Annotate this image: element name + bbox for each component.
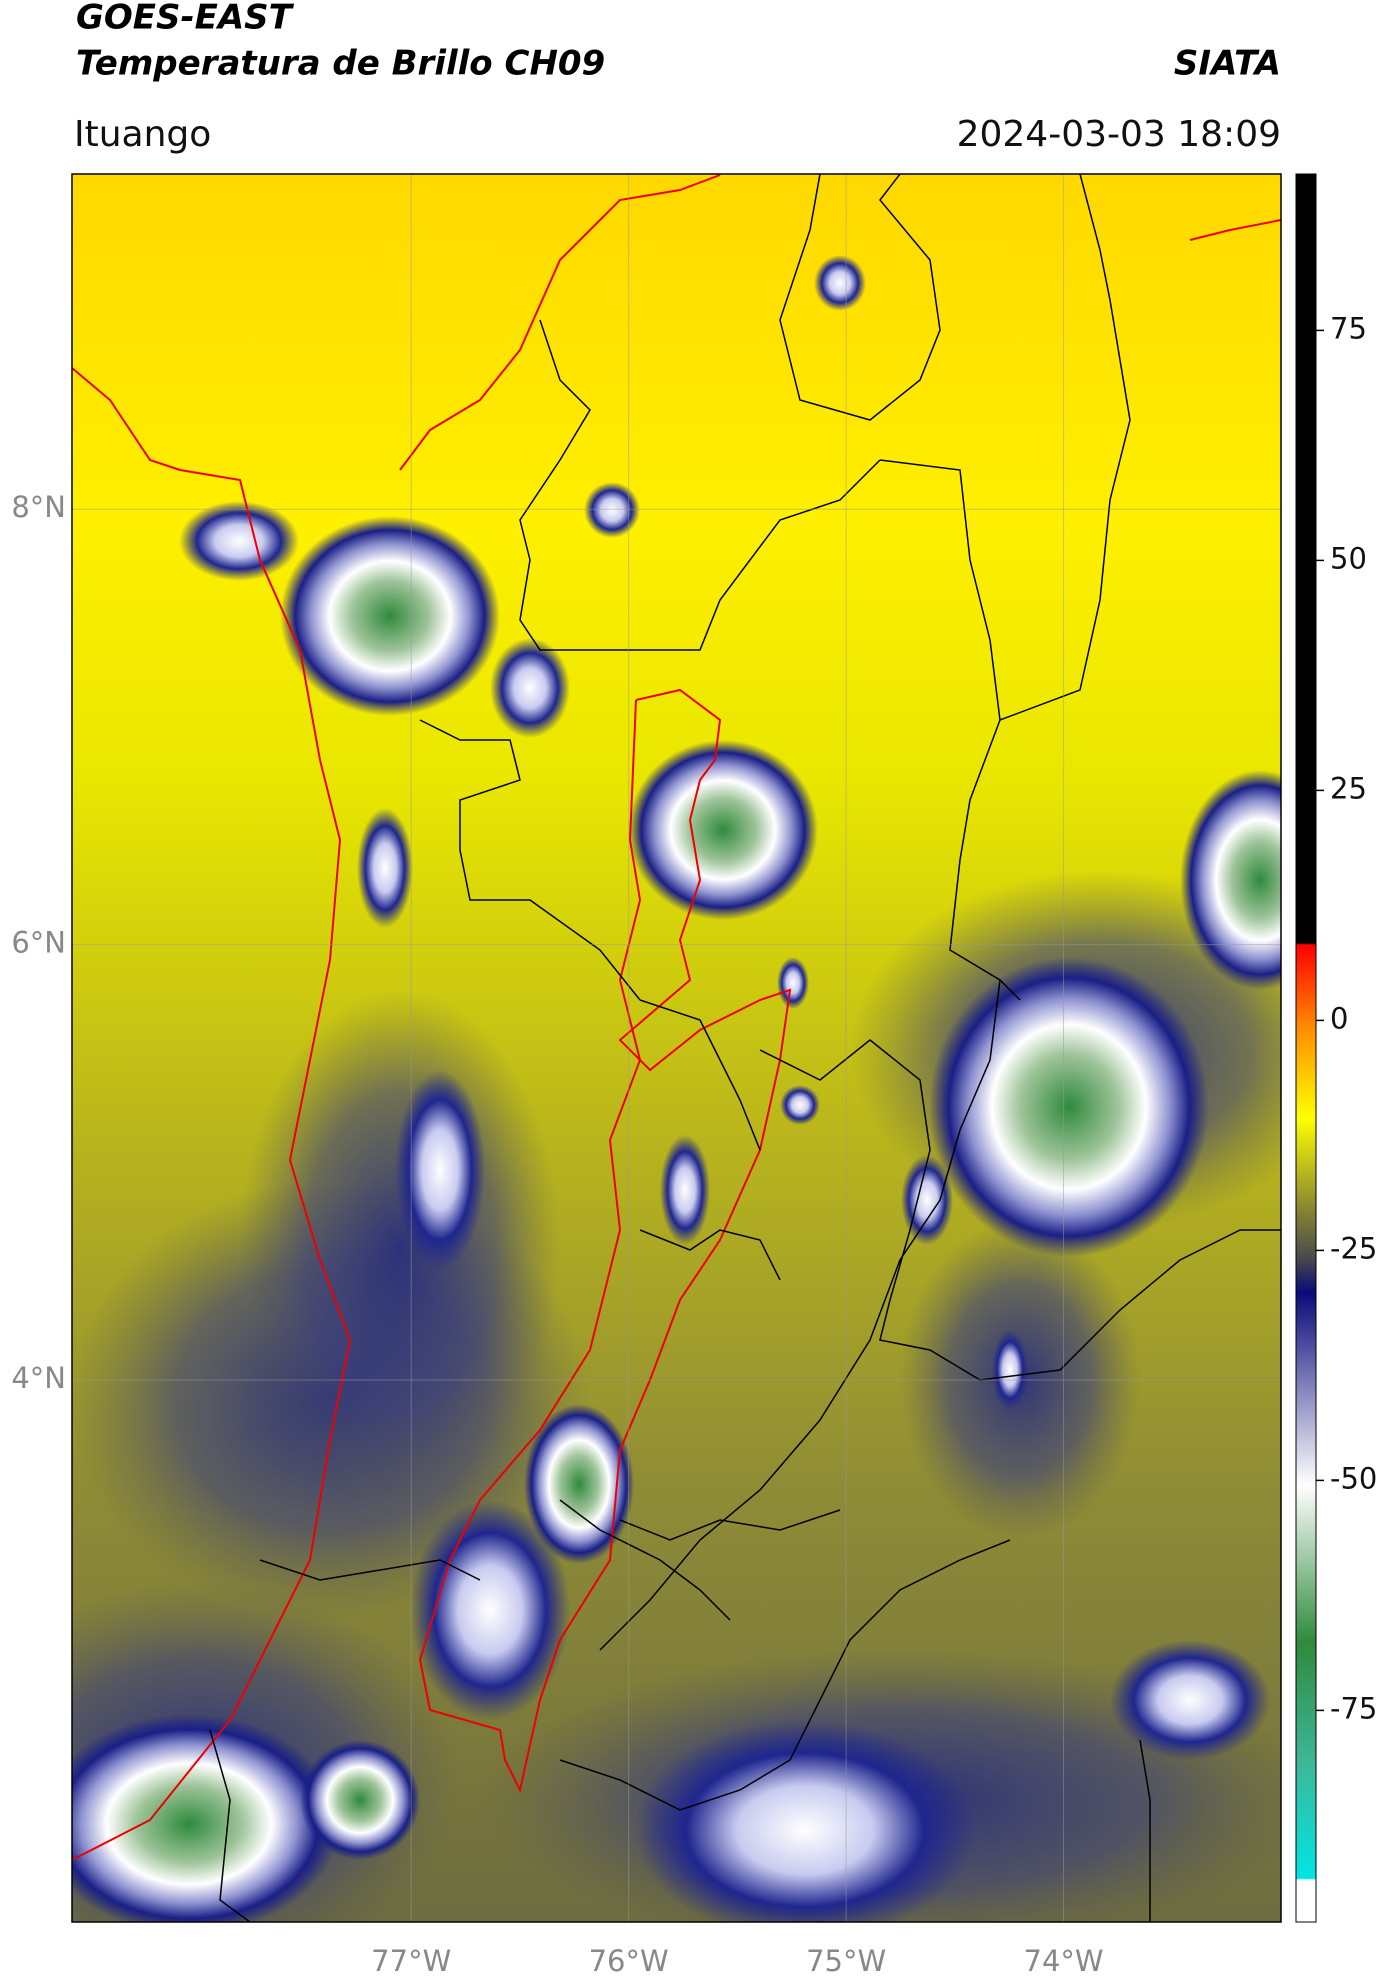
colorbar-tick-label: -75: [1330, 1691, 1377, 1725]
cloud: [280, 516, 500, 716]
organization: SIATA: [1174, 44, 1281, 84]
cloud: [357, 808, 413, 928]
location: Ituango: [74, 114, 211, 155]
title-line1: GOES-EAST: [76, 0, 295, 38]
municipal-border: [759, 1039, 1281, 1381]
borders: [72, 174, 1281, 1922]
colorbar: [1295, 173, 1317, 1923]
cloud: [72, 1714, 339, 1922]
datetime: 2024-03-03 18:09: [957, 114, 1281, 155]
colorbar-tick-label: 25: [1330, 771, 1367, 805]
municipal-border: [1139, 1739, 1151, 1922]
colorbar-tick-label: 0: [1330, 1001, 1348, 1035]
x-tick-label: 76°W: [589, 1944, 669, 1978]
cloud: [780, 1085, 820, 1125]
x-tick-label: 77°W: [371, 1944, 451, 1978]
cloud: [992, 1330, 1028, 1410]
cloud: [490, 638, 570, 738]
cloud: [179, 501, 299, 581]
cloud: [660, 1135, 710, 1245]
department-border: [418, 688, 792, 1793]
cloud: [635, 1720, 975, 1922]
municipal-border: [519, 319, 660, 651]
department-border: [72, 367, 352, 1861]
cloud-field: [72, 255, 1281, 1922]
y-tick-label: 8°N: [11, 490, 66, 524]
municipal-border: [639, 999, 761, 1151]
cloud: [1180, 770, 1281, 990]
municipal-border: [599, 979, 1001, 1651]
municipal-border: [559, 1499, 731, 1621]
department-border: [399, 174, 721, 471]
title-line2: Temperatura de Brillo CH09: [76, 44, 605, 84]
municipal-border: [660, 459, 881, 651]
colorbar-tick-label: -25: [1330, 1231, 1377, 1265]
municipal-border: [209, 1729, 251, 1922]
y-tick-label: 4°N: [11, 1361, 66, 1395]
cloud: [410, 1500, 570, 1720]
cloud: [929, 957, 1209, 1257]
cloud: [901, 1155, 953, 1245]
cloud-shade: [240, 990, 560, 1510]
municipal-border: [259, 1559, 481, 1581]
municipal-border: [559, 1539, 1011, 1811]
municipal-border: [639, 1229, 781, 1281]
y-tick-label: 6°N: [11, 926, 66, 960]
cloud: [524, 1404, 634, 1564]
x-tick-label: 75°W: [806, 1944, 886, 1978]
department-border: [1189, 219, 1281, 241]
cloud: [584, 482, 640, 538]
municipal-border: [949, 719, 1021, 1001]
colorbar-tick-label: 50: [1330, 541, 1367, 575]
cloud: [777, 957, 809, 1009]
municipal-border: [419, 719, 641, 1001]
cloud: [628, 740, 818, 920]
cloud: [1110, 1640, 1270, 1760]
x-tick-label: 74°W: [1024, 1944, 1104, 1978]
municipal-border: [619, 1509, 841, 1541]
colorbar-tick-label: 75: [1330, 311, 1367, 345]
map-frame: [71, 173, 1282, 1923]
cloud: [300, 1740, 420, 1860]
cloud: [814, 255, 866, 311]
municipal-border: [879, 174, 1131, 722]
municipal-border: [779, 174, 941, 421]
grid: 77°W 76°W 75°W 74°W 8°N 6°N 4°N: [11, 174, 1281, 1978]
colorbar-tick-label: -50: [1330, 1461, 1377, 1495]
cloud: [395, 1070, 485, 1270]
